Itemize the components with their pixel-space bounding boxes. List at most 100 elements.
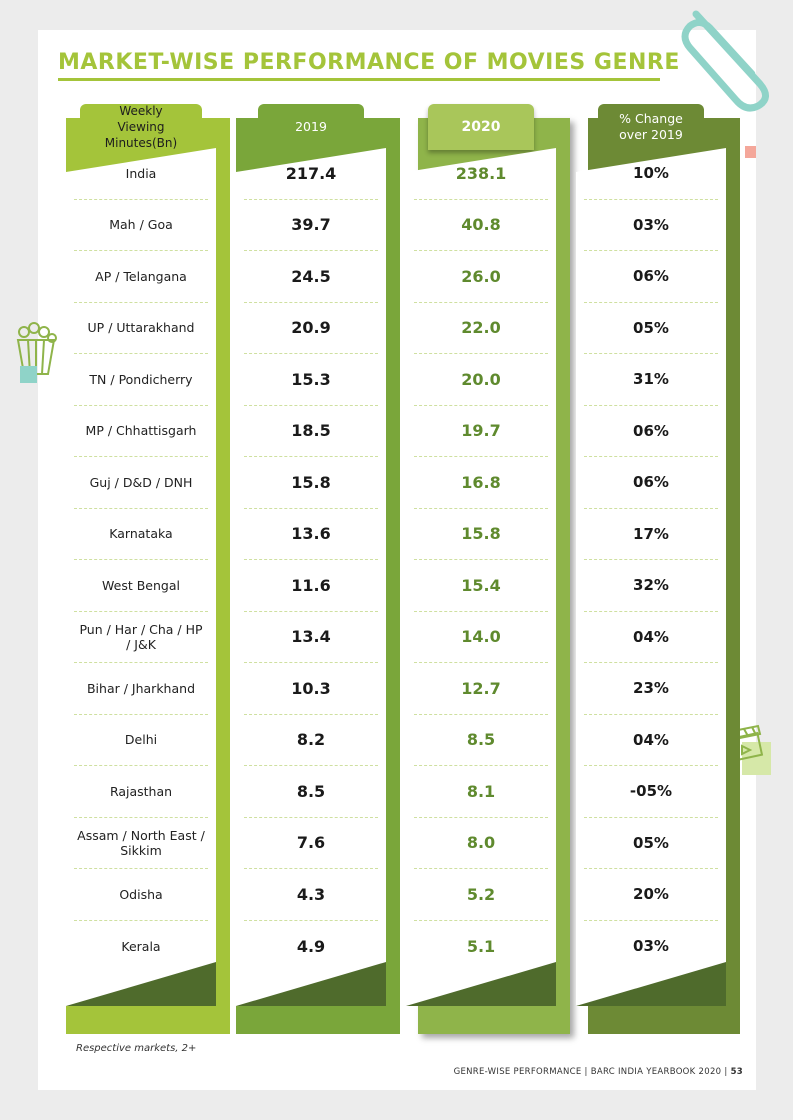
change-cell: 17% — [633, 524, 669, 543]
table-row: 20% — [584, 869, 718, 921]
market-cell: UP / Uttarakhand — [87, 320, 195, 336]
year-2019-header-label: 2019 — [295, 119, 327, 134]
table-row: 32% — [584, 560, 718, 612]
value-2020-cell: 8.1 — [466, 781, 496, 801]
market-cell: West Bengal — [102, 577, 180, 593]
value-2019-cell: 24.5 — [291, 266, 331, 286]
table-row: 17% — [584, 509, 718, 560]
value-2020-cell: 15.8 — [461, 524, 501, 544]
table-row: 22.0 — [414, 303, 548, 354]
change-cells: 10% 03% 06% 05% 31% 06% 06% 17% 32% 04% 23% 04% -05%… — [584, 148, 718, 972]
table-row: Bihar / Jharkhand — [74, 663, 208, 715]
change-cell: 03% — [633, 215, 669, 234]
table-row: 03% — [584, 921, 718, 973]
value-2019-cell: 11.6 — [291, 575, 331, 595]
page-title: MARKET-WISE PERFORMANCE OF MOVIES GENRE — [58, 50, 680, 75]
market-cell: Odisha — [119, 886, 163, 902]
change-cell: 31% — [633, 370, 669, 389]
table-row: -05% — [584, 766, 718, 818]
table-row: 4.3 — [244, 869, 378, 921]
table-row: 8.0 — [414, 818, 548, 869]
table-row: Assam / North East / Sikkim — [74, 818, 208, 869]
table-row: 8.5 — [414, 715, 548, 766]
table-row: 11.6 — [244, 560, 378, 612]
table-row: 217.4 — [244, 148, 378, 200]
market-cell: Karnataka — [109, 526, 173, 542]
market-cell: Assam / North East / Sikkim — [77, 827, 205, 858]
table-row: Rajasthan — [74, 766, 208, 818]
value-2020-cell: 22.0 — [461, 318, 501, 338]
table-row: 39.7 — [244, 200, 378, 251]
year-2020-column-panel — [406, 148, 556, 1006]
footer-text: GENRE-WISE PERFORMANCE | BARC INDIA YEAR… — [453, 1067, 728, 1077]
table-row: Pun / Har / Cha / HP / J&K — [74, 612, 208, 663]
table-row: 18.5 — [244, 406, 378, 457]
table-row: 06% — [584, 457, 718, 509]
change-cell: 04% — [633, 730, 669, 749]
table-row: 31% — [584, 354, 718, 406]
table-row: 10.3 — [244, 663, 378, 715]
change-cell: 03% — [633, 937, 669, 956]
table-row: 8.1 — [414, 766, 548, 818]
market-column-panel — [66, 148, 216, 1006]
change-cell: 06% — [633, 267, 669, 286]
value-2019-cell: 18.5 — [291, 421, 331, 441]
table-row: Mah / Goa — [74, 200, 208, 251]
change-cell: 23% — [633, 679, 669, 698]
teal-square-decoration — [20, 366, 37, 383]
table-row: 8.5 — [244, 766, 378, 818]
year-2020-column: 2020 238.1 40.8 26.0 22.0 20.0 19.7 16.8 15.8 15… — [406, 104, 570, 1034]
table-row: 23% — [584, 663, 718, 715]
table-row: 12.7 — [414, 663, 548, 715]
value-2019-cell: 8.5 — [296, 781, 326, 801]
market-column-header: Weekly Viewing Minutes(Bn) — [80, 104, 202, 150]
pink-square-decoration — [745, 146, 756, 158]
table-row: 20.0 — [414, 354, 548, 406]
table-row: 20.9 — [244, 303, 378, 354]
year-2019-column: 2019 217.4 39.7 24.5 20.9 15.3 18.5 15.8 13.6 11… — [236, 104, 400, 1034]
table-row: 4.9 — [244, 921, 378, 973]
change-cell: 05% — [633, 833, 669, 852]
value-2019-cell: 4.3 — [296, 884, 326, 904]
year-2020-column-header: 2020 — [428, 104, 534, 150]
year-2019-column-header: 2019 — [258, 104, 364, 150]
value-2020-cell: 8.0 — [466, 833, 496, 853]
value-2020-cell: 15.4 — [461, 575, 501, 595]
table-row: Odisha — [74, 869, 208, 921]
table-row: 06% — [584, 251, 718, 303]
value-2019-cell: 10.3 — [291, 678, 331, 698]
market-column-header-label: Weekly Viewing Minutes(Bn) — [104, 104, 178, 150]
value-2020-cell: 8.5 — [466, 730, 496, 750]
market-cell: MP / Chhattisgarh — [85, 423, 197, 439]
change-cell: 10% — [633, 164, 669, 183]
value-2020-cell: 5.2 — [466, 884, 496, 904]
table-row: 10% — [584, 148, 718, 200]
value-2020-cell: 12.7 — [461, 678, 501, 698]
table-row: Kerala — [74, 921, 208, 973]
table-row: 7.6 — [244, 818, 378, 869]
table-row: 26.0 — [414, 251, 548, 303]
table-row: West Bengal — [74, 560, 208, 612]
value-2019-cell: 7.6 — [296, 833, 326, 853]
market-cell: Rajasthan — [109, 783, 173, 799]
table-row: 15.8 — [414, 509, 548, 560]
value-2019-cell: 39.7 — [291, 215, 331, 235]
paperclip-icon — [681, 10, 769, 112]
value-2019-cell: 13.6 — [291, 524, 331, 544]
value-2019-cell: 8.2 — [296, 730, 326, 750]
table-row: 15.3 — [244, 354, 378, 406]
change-cell: 06% — [633, 473, 669, 492]
table-row: 13.6 — [244, 509, 378, 560]
value-2019-cell: 15.3 — [291, 369, 331, 389]
page-number: 53 — [730, 1067, 743, 1077]
change-column-header: % Change over 2019 — [598, 104, 704, 150]
year-2020-header-label: 2020 — [461, 119, 501, 135]
market-cells: India Mah / Goa AP / Telangana UP / Uttarak… — [74, 148, 208, 972]
change-column: % Change over 2019 10% 03% 06% 05% 31% 06% 06%… — [576, 104, 740, 1034]
table-row: 19.7 — [414, 406, 548, 457]
table-row: 04% — [584, 715, 718, 766]
market-cell: Bihar / Jharkhand — [86, 680, 195, 696]
market-cell: Guj / D&D / DNH — [89, 474, 193, 490]
value-2020-cell: 20.0 — [461, 369, 501, 389]
market-column: Weekly Viewing Minutes(Bn) India Mah / Go… — [66, 104, 230, 1034]
